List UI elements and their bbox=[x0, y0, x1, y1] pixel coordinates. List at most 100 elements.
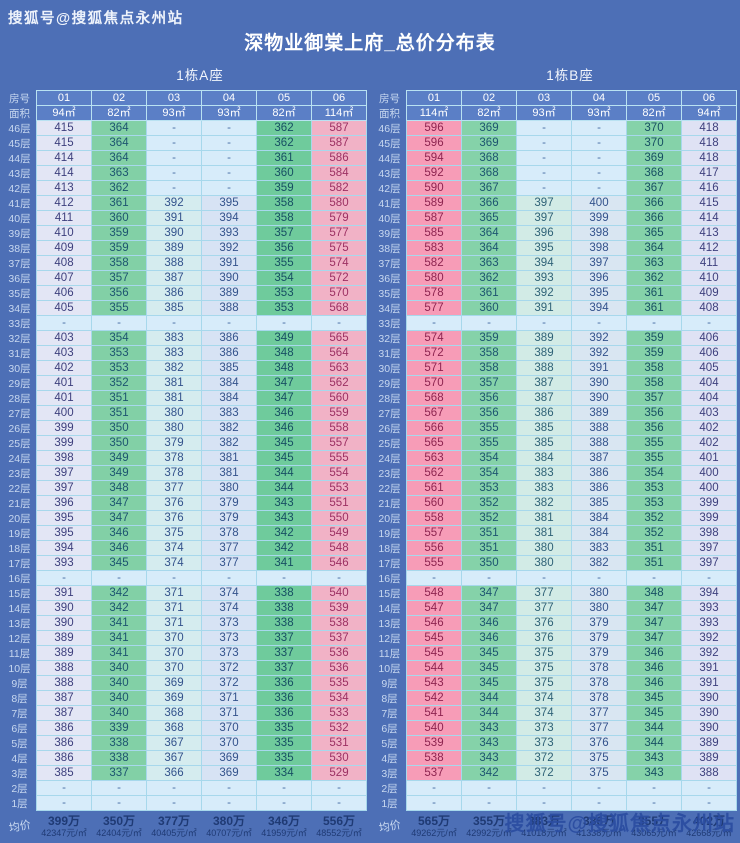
price-cell: 366 bbox=[146, 765, 202, 781]
floor-label: 38层 bbox=[8, 242, 31, 255]
average-price-cell: 377万 40405元/㎡ bbox=[147, 811, 202, 841]
price-cell: 372 bbox=[516, 750, 572, 766]
price-cell: 388 bbox=[36, 660, 92, 676]
price-cell: 388 bbox=[36, 675, 92, 691]
price-cell: 340 bbox=[91, 705, 147, 721]
price-cell: 592 bbox=[406, 165, 462, 181]
price-cell: 378 bbox=[146, 450, 202, 466]
price-cell: - bbox=[626, 570, 682, 586]
price-cell: 351 bbox=[461, 540, 517, 556]
price-cell: 385 bbox=[201, 360, 257, 376]
price-cell: 551 bbox=[311, 495, 367, 511]
floor-row: 45层 596 369- -370 418 bbox=[373, 135, 737, 151]
price-cell: 535 bbox=[311, 675, 367, 691]
average-unit-price: 42668元/㎡ bbox=[686, 828, 732, 838]
price-cell: - bbox=[681, 570, 737, 586]
floor-label: 17层 bbox=[8, 557, 31, 570]
price-cell: 531 bbox=[311, 735, 367, 751]
floor-row: 40层 411 360 391 394 358 579 bbox=[3, 210, 367, 226]
price-cell: 376 bbox=[146, 495, 202, 511]
price-cell: 345 bbox=[461, 675, 517, 691]
floor-label: 46层 bbox=[378, 122, 401, 135]
floor-label: 9层 bbox=[381, 677, 398, 690]
average-price-value: 346万 bbox=[267, 814, 301, 828]
price-cell: 371 bbox=[146, 600, 202, 616]
price-cell: 370 bbox=[146, 630, 202, 646]
price-cell: 357 bbox=[91, 270, 147, 286]
floor-label: 35层 bbox=[378, 287, 401, 300]
price-cell: 361 bbox=[626, 285, 682, 301]
price-cell: 387 bbox=[146, 270, 202, 286]
area-header-cell: 114㎡ bbox=[406, 105, 462, 121]
price-cell: 413 bbox=[36, 180, 92, 196]
price-cell: 387 bbox=[36, 690, 92, 706]
price-cell: 378 bbox=[571, 660, 627, 676]
price-cell: 382 bbox=[201, 420, 257, 436]
price-cell: - bbox=[516, 135, 572, 151]
price-cell: 350 bbox=[461, 555, 517, 571]
price-cell: 370 bbox=[146, 645, 202, 661]
price-cell: 341 bbox=[256, 555, 312, 571]
price-cell: - bbox=[36, 570, 92, 586]
price-cell: 540 bbox=[406, 720, 462, 736]
price-cell: 397 bbox=[516, 195, 572, 211]
price-cell: 379 bbox=[571, 630, 627, 646]
price-cell: 377 bbox=[571, 705, 627, 721]
floor-row: 1层 - - - - - - bbox=[3, 795, 367, 811]
price-cell: 357 bbox=[256, 225, 312, 241]
price-cell: 406 bbox=[681, 330, 737, 346]
price-cell: - bbox=[146, 315, 202, 331]
price-cell: 594 bbox=[406, 150, 462, 166]
price-cell: 344 bbox=[256, 480, 312, 496]
price-cell: 374 bbox=[201, 585, 257, 601]
floor-row: 24层 563 354 384 387 355 401 bbox=[373, 450, 737, 466]
price-cell: 399 bbox=[681, 495, 737, 511]
price-cell: 397 bbox=[571, 255, 627, 271]
floor-row: 5层 386 338 367 370 335 531 bbox=[3, 735, 367, 751]
price-cell: 381 bbox=[516, 510, 572, 526]
floor-label: 17层 bbox=[378, 557, 401, 570]
floor-row: 8层 542 344 374 378 345 390 bbox=[373, 690, 737, 706]
price-cell: 414 bbox=[36, 165, 92, 181]
price-cell: 392 bbox=[681, 630, 737, 646]
price-cell: 356 bbox=[256, 240, 312, 256]
price-cell: - bbox=[516, 315, 572, 331]
price-cell: 400 bbox=[681, 465, 737, 481]
price-cell: 407 bbox=[36, 270, 92, 286]
price-cell: 345 bbox=[91, 555, 147, 571]
area-row-label: 面积 bbox=[9, 107, 30, 120]
price-cell: 413 bbox=[681, 225, 737, 241]
price-cell: 359 bbox=[91, 225, 147, 241]
price-cell: 361 bbox=[256, 150, 312, 166]
price-cell: 587 bbox=[311, 120, 367, 136]
floor-row: 9层 388 340 369 372 336 535 bbox=[3, 675, 367, 691]
floor-label: 27层 bbox=[378, 407, 401, 420]
price-cell: 351 bbox=[626, 555, 682, 571]
price-cell: 565 bbox=[311, 330, 367, 346]
price-cell: 353 bbox=[626, 480, 682, 496]
price-cell: 538 bbox=[311, 615, 367, 631]
floor-label: 24层 bbox=[378, 452, 401, 465]
price-cell: 378 bbox=[571, 690, 627, 706]
price-cell: 537 bbox=[406, 765, 462, 781]
floor-label: 21层 bbox=[8, 497, 31, 510]
price-cell: 341 bbox=[91, 615, 147, 631]
price-cell: 396 bbox=[36, 495, 92, 511]
price-cell: 548 bbox=[406, 585, 462, 601]
price-cell: 587 bbox=[406, 210, 462, 226]
price-cell: 395 bbox=[36, 525, 92, 541]
price-cell: 353 bbox=[256, 300, 312, 316]
price-cell: 401 bbox=[681, 450, 737, 466]
price-cell: - bbox=[571, 795, 627, 811]
price-cell: 372 bbox=[201, 675, 257, 691]
floor-row: 15层 391 342 371 374 338 540 bbox=[3, 585, 367, 601]
price-cell: 380 bbox=[571, 585, 627, 601]
floor-row: 15层 548 347 377 380 348 394 bbox=[373, 585, 737, 601]
price-cell: 394 bbox=[516, 255, 572, 271]
price-cell: 344 bbox=[461, 690, 517, 706]
floor-label: 29层 bbox=[8, 377, 31, 390]
price-cell: - bbox=[571, 165, 627, 181]
price-cell: 391 bbox=[681, 660, 737, 676]
floor-label: 40层 bbox=[8, 212, 31, 225]
price-cell: 563 bbox=[406, 450, 462, 466]
